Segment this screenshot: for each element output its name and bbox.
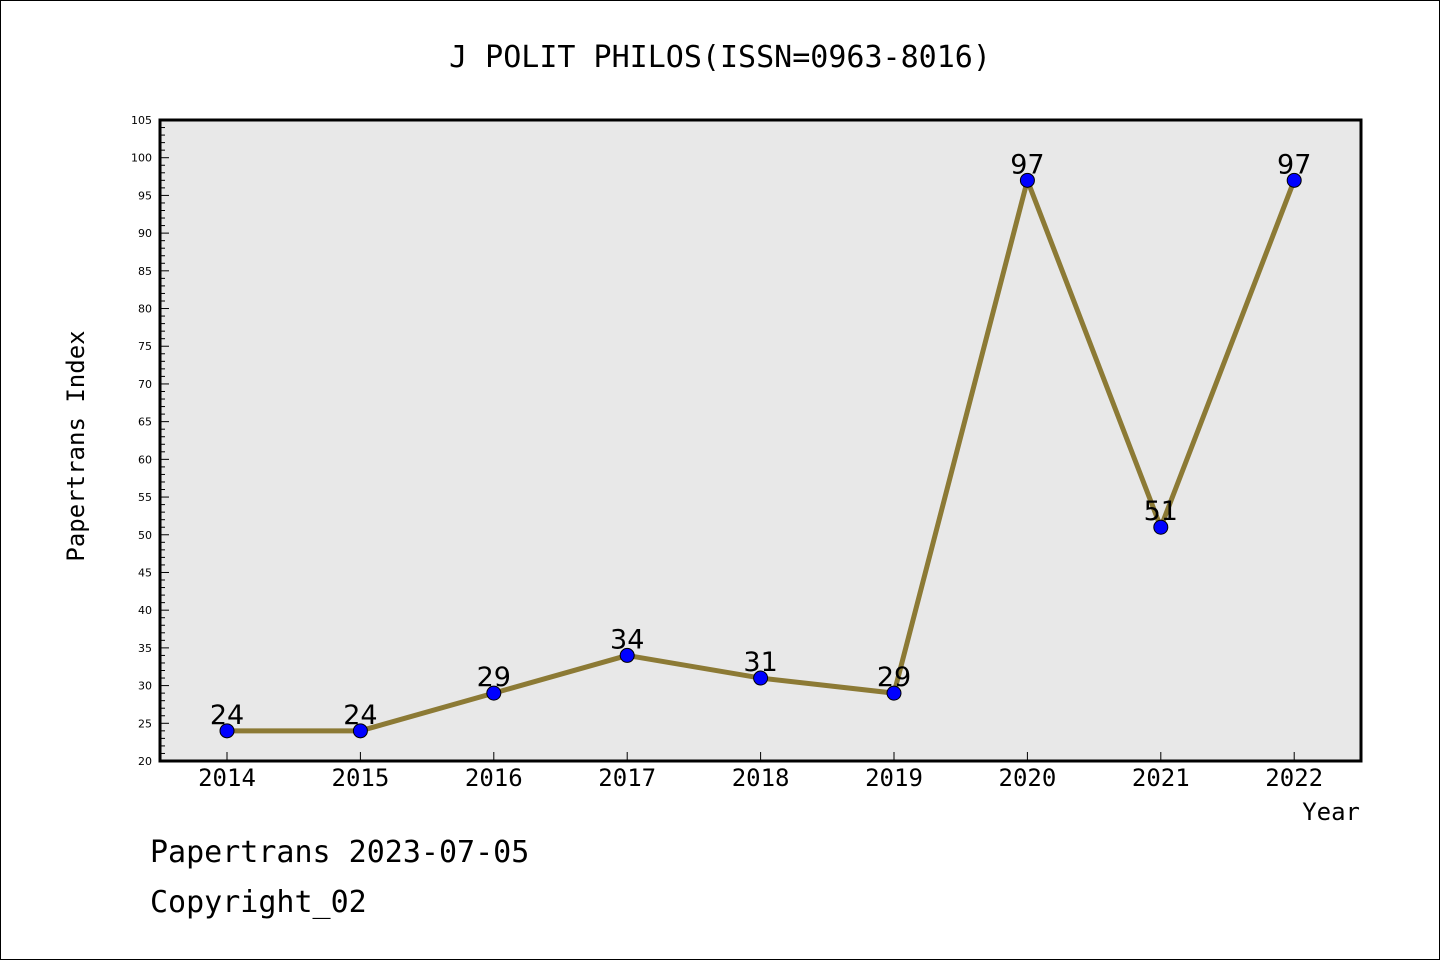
y-tick-label: 60 xyxy=(138,453,152,466)
x-tick-label: 2015 xyxy=(332,764,390,792)
y-tick-label: 85 xyxy=(138,265,152,278)
y-tick-label: 55 xyxy=(138,491,152,504)
data-label: 24 xyxy=(343,700,377,731)
y-tick-label: 80 xyxy=(138,303,152,316)
y-axis-label: Papertrans Index xyxy=(62,330,90,561)
x-tick-label: 2022 xyxy=(1265,764,1323,792)
y-tick-label: 65 xyxy=(138,416,152,429)
data-label: 97 xyxy=(1010,149,1044,180)
x-tick-label: 2021 xyxy=(1132,764,1190,792)
y-tick-label: 25 xyxy=(138,717,152,730)
y-tick-label: 95 xyxy=(138,189,152,202)
data-point xyxy=(753,670,769,686)
footer-date: Papertrans 2023-07-05 xyxy=(150,835,530,870)
x-tick-label: 2017 xyxy=(598,764,656,792)
y-tick-label: 30 xyxy=(138,680,152,693)
y-tick-label: 50 xyxy=(138,529,152,542)
x-tick-label: 2014 xyxy=(198,764,256,792)
y-tick-label: 40 xyxy=(138,604,152,617)
data-label: 29 xyxy=(477,662,511,693)
y-tick-label: 100 xyxy=(131,152,152,165)
x-tick-label: 2018 xyxy=(732,764,790,792)
plot-area xyxy=(160,120,1361,761)
y-tick-label: 90 xyxy=(138,227,152,240)
series-layer: 24 24 29 34 31 29 97 51 97 xyxy=(210,149,1311,739)
chart-title: J POLIT PHILOS(ISSN=0963-8016) xyxy=(449,40,991,75)
data-point xyxy=(486,685,502,701)
x-tick-label: 2020 xyxy=(999,764,1057,792)
y-tick-label: 35 xyxy=(138,642,152,655)
y-tick-label: 75 xyxy=(138,340,152,353)
data-point xyxy=(886,685,902,701)
data-point xyxy=(619,647,635,663)
data-label: 29 xyxy=(877,662,911,693)
data-point xyxy=(352,723,368,739)
data-point xyxy=(1286,172,1302,188)
x-tick-label: 2016 xyxy=(465,764,523,792)
data-point xyxy=(219,723,235,739)
y-tick-label: 70 xyxy=(138,378,152,391)
x-tick-label: 2019 xyxy=(865,764,923,792)
data-label: 97 xyxy=(1277,149,1311,180)
y-tick-label: 20 xyxy=(138,755,152,768)
y-tick-label: 45 xyxy=(138,566,152,579)
x-axis-label: Year xyxy=(1302,798,1360,826)
data-label: 24 xyxy=(210,700,244,731)
data-label: 51 xyxy=(1144,496,1178,527)
x-axis: 2014 2015 2016 2017 2018 2019 2020 2021 2022 xyxy=(198,752,1323,792)
footer-copyright: Copyright_02 xyxy=(150,885,367,920)
plot-border xyxy=(158,118,1363,763)
y-tick-label: 105 xyxy=(131,114,152,127)
data-label: 34 xyxy=(610,624,644,655)
data-point xyxy=(1153,519,1169,535)
data-label: 31 xyxy=(743,647,777,678)
data-point xyxy=(1019,172,1035,188)
